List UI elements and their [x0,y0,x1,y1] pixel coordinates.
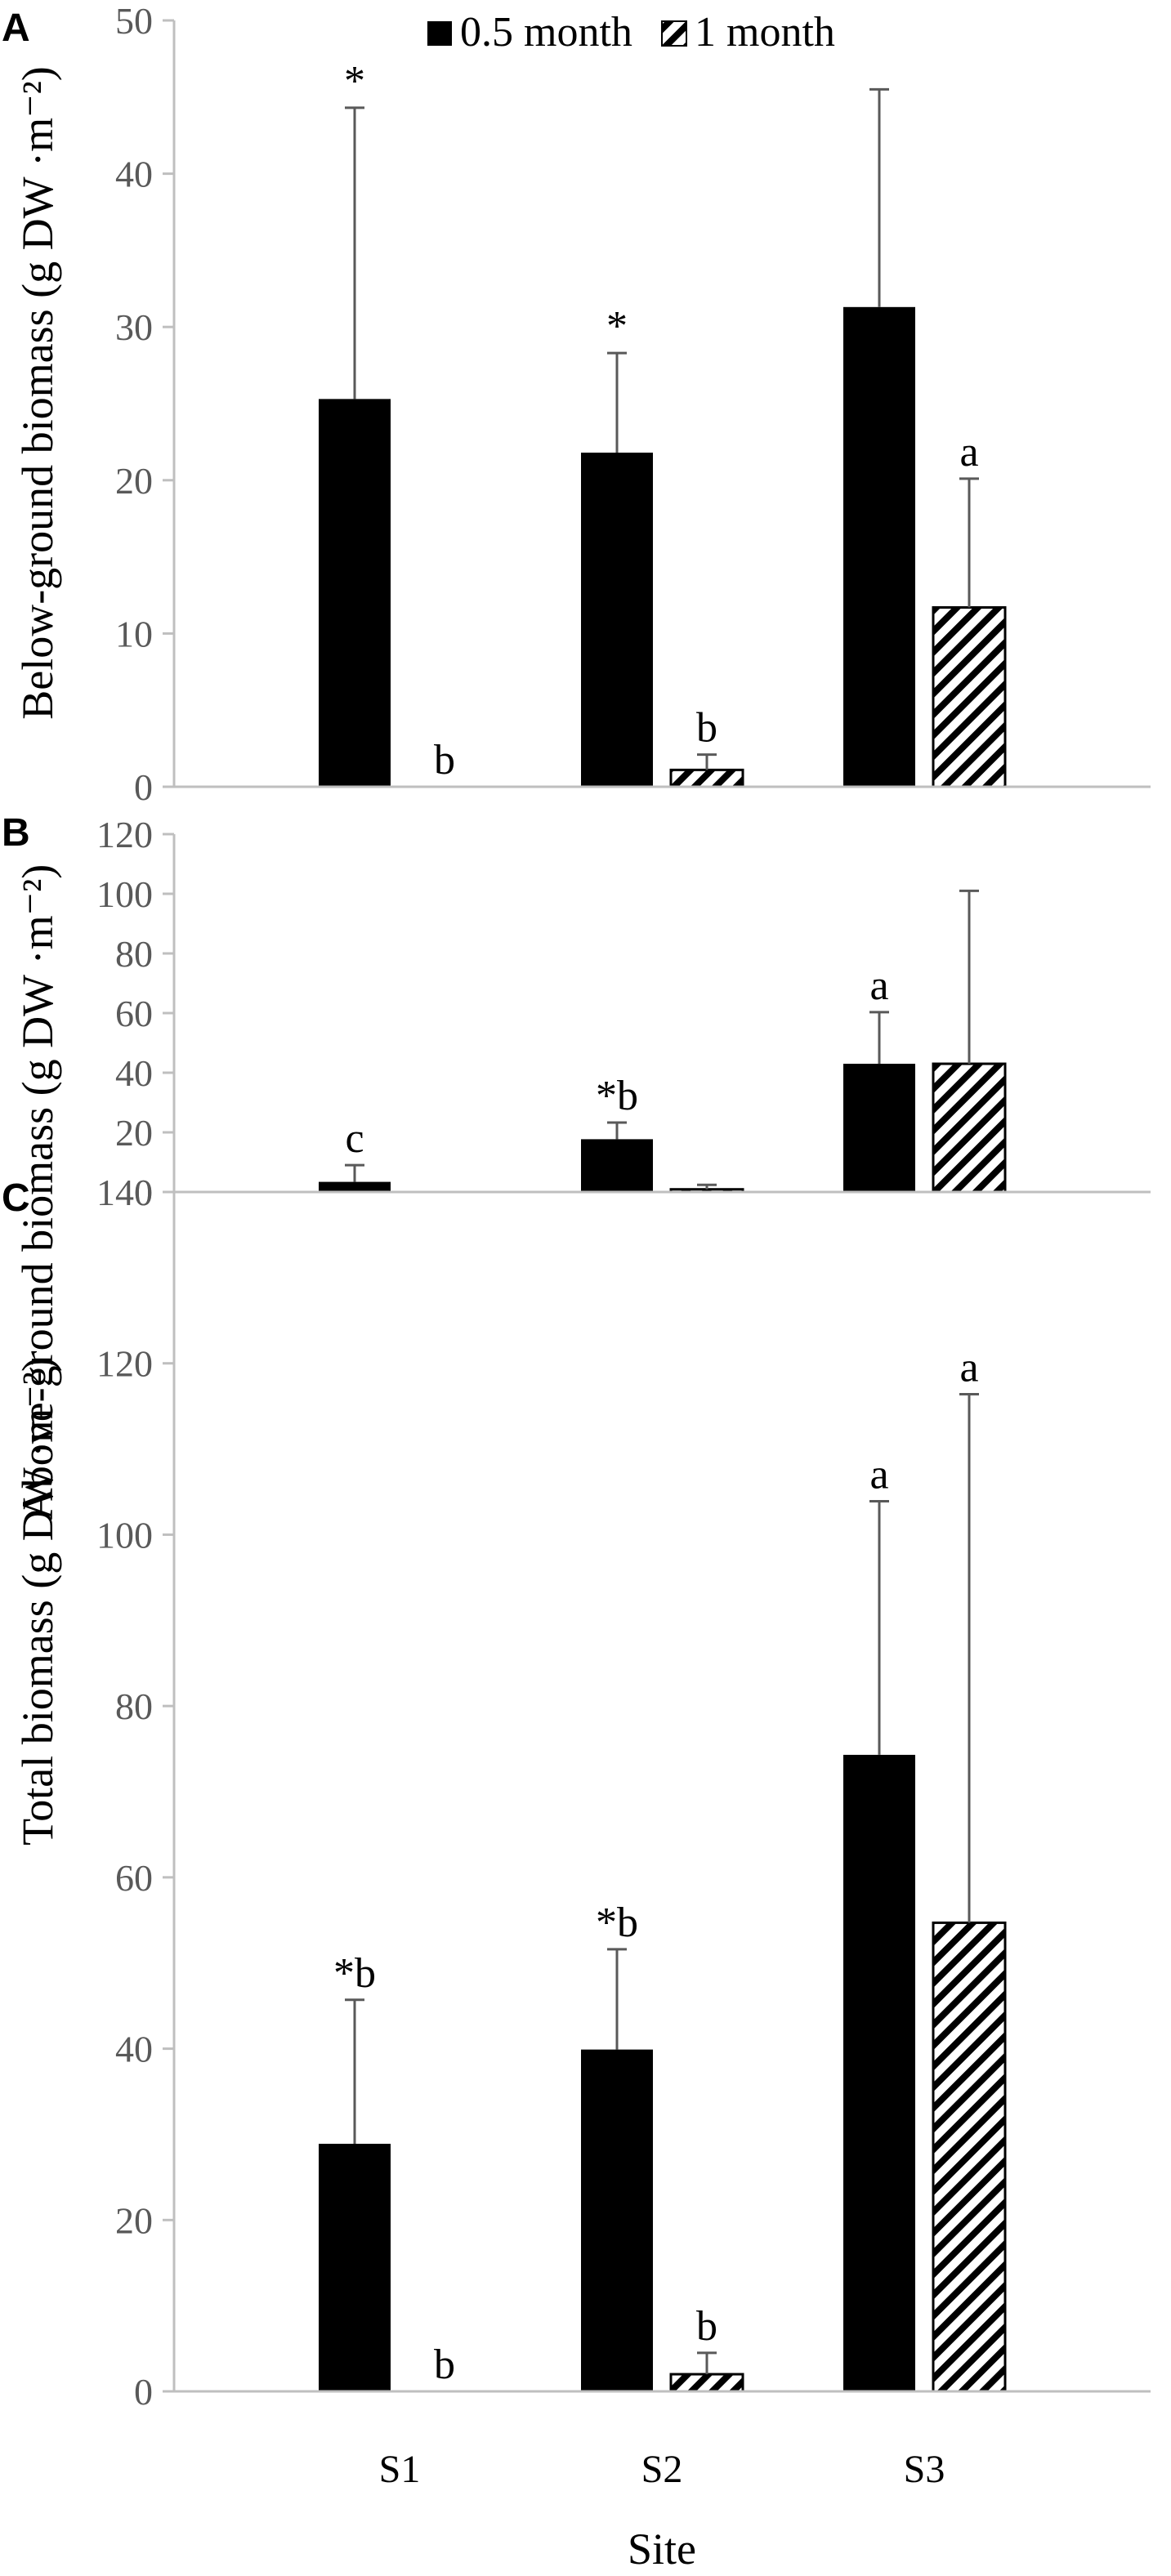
bar [932,1062,1007,1194]
y-tick-label: 100 [96,1514,153,1556]
legend-swatch-1-month [661,20,687,47]
y-tick-label: 40 [115,1052,153,1094]
bar [581,453,653,787]
panel-c: C Total biomass (g DW ·m⁻²) 0 20 40 60 80 100… [2,1172,1151,2574]
legend-label-1-month: 1 month [695,9,835,56]
y-ticks-c: 0 20 40 60 80 100 120 140 [96,1172,174,2413]
panel-a: A Below-ground biomass (g DW ·m⁻²) 0 10 20… [2,0,1151,808]
y-tick-label: 40 [115,154,153,195]
significance-label: a [959,429,978,475]
panel-b: B Above-ground biomass (g DW ·m⁻²) 0 20 40… [2,811,1151,1520]
significance-label: a [869,1452,888,1498]
panel-letter-b: B [2,811,30,855]
y-tick-label: 50 [115,0,153,42]
y-tick-label: 60 [115,1857,153,1899]
significance-label: b [696,705,717,752]
bar [319,1181,391,1192]
y-tick-label: 20 [115,1112,153,1154]
bar [319,2143,391,2391]
significance-label: *b [333,1950,376,1997]
y-tick-label: 100 [96,873,153,915]
legend-label-0-5-month: 0.5 month [460,9,632,56]
y-tick-label: 0 [134,2371,153,2413]
y-tick-label: 0 [134,1172,153,1213]
bars-c: *b *b a b b a [319,1344,1007,2393]
y-axis-title-a: Below-ground biomass (g DW ·m⁻²) [13,66,62,720]
bar [319,399,391,787]
significance-label: * [606,303,628,350]
significance-label: c [345,1115,364,1162]
bar [669,768,744,788]
y-tick-label: 60 [115,993,153,1034]
y-tick-label: 0 [134,766,153,808]
significance-label: a [869,962,888,1009]
significance-label: b [434,737,455,784]
bar [932,1921,1007,2393]
y-tick-label: 80 [115,1685,153,1727]
y-ticks-a: 0 10 20 30 40 50 [115,0,174,808]
bar [581,1139,653,1192]
bars-b: c *b a [319,889,1007,1194]
x-category-label: S2 [641,2448,683,2491]
significance-label: b [696,2303,717,2350]
bar [932,606,1007,788]
y-ticks-b: 0 20 40 60 80 100 120 [96,814,174,1213]
significance-label: * [344,58,365,105]
y-tick-label: 80 [115,933,153,975]
y-tick-label: 120 [96,814,153,855]
bar [843,306,915,787]
bar [669,2373,744,2393]
significance-label: *b [596,1073,638,1119]
bar [843,1754,915,2391]
x-category-label: S1 [379,2448,421,2491]
x-axis-title: Site [628,2525,696,2574]
significance-label: *b [596,1900,638,1946]
y-tick-label: 140 [96,1172,153,1213]
y-tick-label: 40 [115,2029,153,2070]
panel-letter-c: C [2,1176,30,1220]
y-tick-label: 20 [115,2199,153,2241]
legend-swatch-0-5-month [427,21,452,46]
bars-a: * * b b a [319,58,1007,788]
bar [581,2049,653,2391]
significance-label: a [959,1344,978,1391]
y-tick-label: 120 [96,1343,153,1385]
y-tick-label: 10 [115,613,153,654]
panel-letter-a: A [2,7,30,50]
x-category-label: S3 [904,2448,945,2491]
x-categories: S1 S2 S3 [379,2448,945,2491]
y-tick-label: 30 [115,306,153,348]
significance-label: b [434,2342,455,2388]
bar [843,1064,915,1192]
y-axis-title-c: Total biomass (g DW ·m⁻²) [13,1357,62,1846]
y-axis-title-b: Above-ground biomass (g DW ·m⁻²) [13,864,62,1520]
y-tick-label: 20 [115,460,153,502]
legend: 0.5 month 1 month [427,9,835,56]
